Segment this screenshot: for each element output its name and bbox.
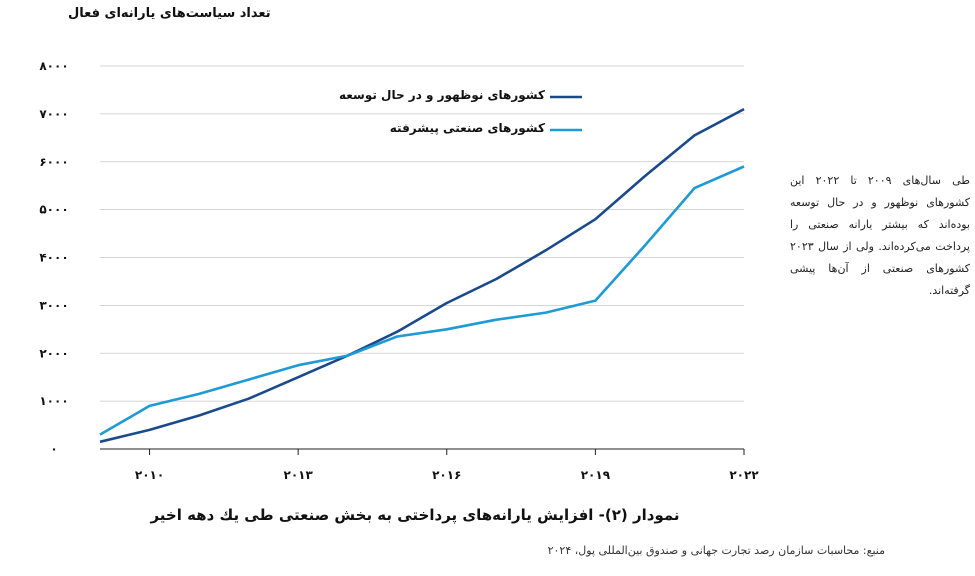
y-tick-label: ۷۰۰۰ xyxy=(39,107,68,121)
x-tick-label: ۲۰۱۰ xyxy=(135,468,164,482)
figure-caption: نمودار (۲)- افزایش یارانه‌های پرداختی به… xyxy=(150,506,680,524)
x-tick-label: ۲۰۱۳ xyxy=(284,468,314,482)
series-lines xyxy=(99,107,745,444)
y-tick-labels: ۰ ۱۰۰۰ ۲۰۰۰ ۳۰۰۰ ۴۰۰۰ ۵۰۰۰ ۶۰۰۰ ۷۰۰۰ ۸۰۰۰ xyxy=(39,59,68,456)
y-axis-label: تعداد سیاست‌های یارانه‌ای فعال xyxy=(68,6,271,21)
x-tick-label: ۲۰۱۶ xyxy=(432,468,461,482)
side-note: طی سال‌های ۲۰۰۹ تا ۲۰۲۲ این کشورهای نوظه… xyxy=(790,174,970,297)
x-tick-label: ۲۰۱۹ xyxy=(581,468,611,482)
legend-swatches xyxy=(550,95,582,132)
legend-label-emerging: کشورهای نوظهور و در حال توسعه xyxy=(339,88,545,102)
y-tick-label: ۴۰۰۰ xyxy=(39,251,68,265)
y-tick-label: ۲۰۰۰ xyxy=(39,346,68,360)
y-tick-label: ۳۰۰۰ xyxy=(39,298,68,312)
series-line-emerging xyxy=(99,107,745,444)
y-tick-label: ۱۰۰۰ xyxy=(39,394,68,408)
x-tick-labels: ۲۰۱۰ ۲۰۱۳ ۲۰۱۶ ۲۰۱۹ ۲۰۲۲ xyxy=(135,449,759,482)
x-tick-label: ۲۰۲۲ xyxy=(729,468,759,482)
legend-label-advanced: کشورهای صنعتی پیشرفته xyxy=(389,121,545,135)
y-tick-label: ۵۰۰۰ xyxy=(39,203,68,217)
series-line-advanced xyxy=(99,165,745,436)
source-note: منبع: محاسبات سازمان رصد تجارت جهانی و ص… xyxy=(547,544,885,557)
gridlines xyxy=(100,65,744,450)
y-tick-label: ۸۰۰۰ xyxy=(39,59,68,73)
y-tick-label: ۰ xyxy=(50,442,57,456)
y-tick-label: ۶۰۰۰ xyxy=(39,155,68,169)
